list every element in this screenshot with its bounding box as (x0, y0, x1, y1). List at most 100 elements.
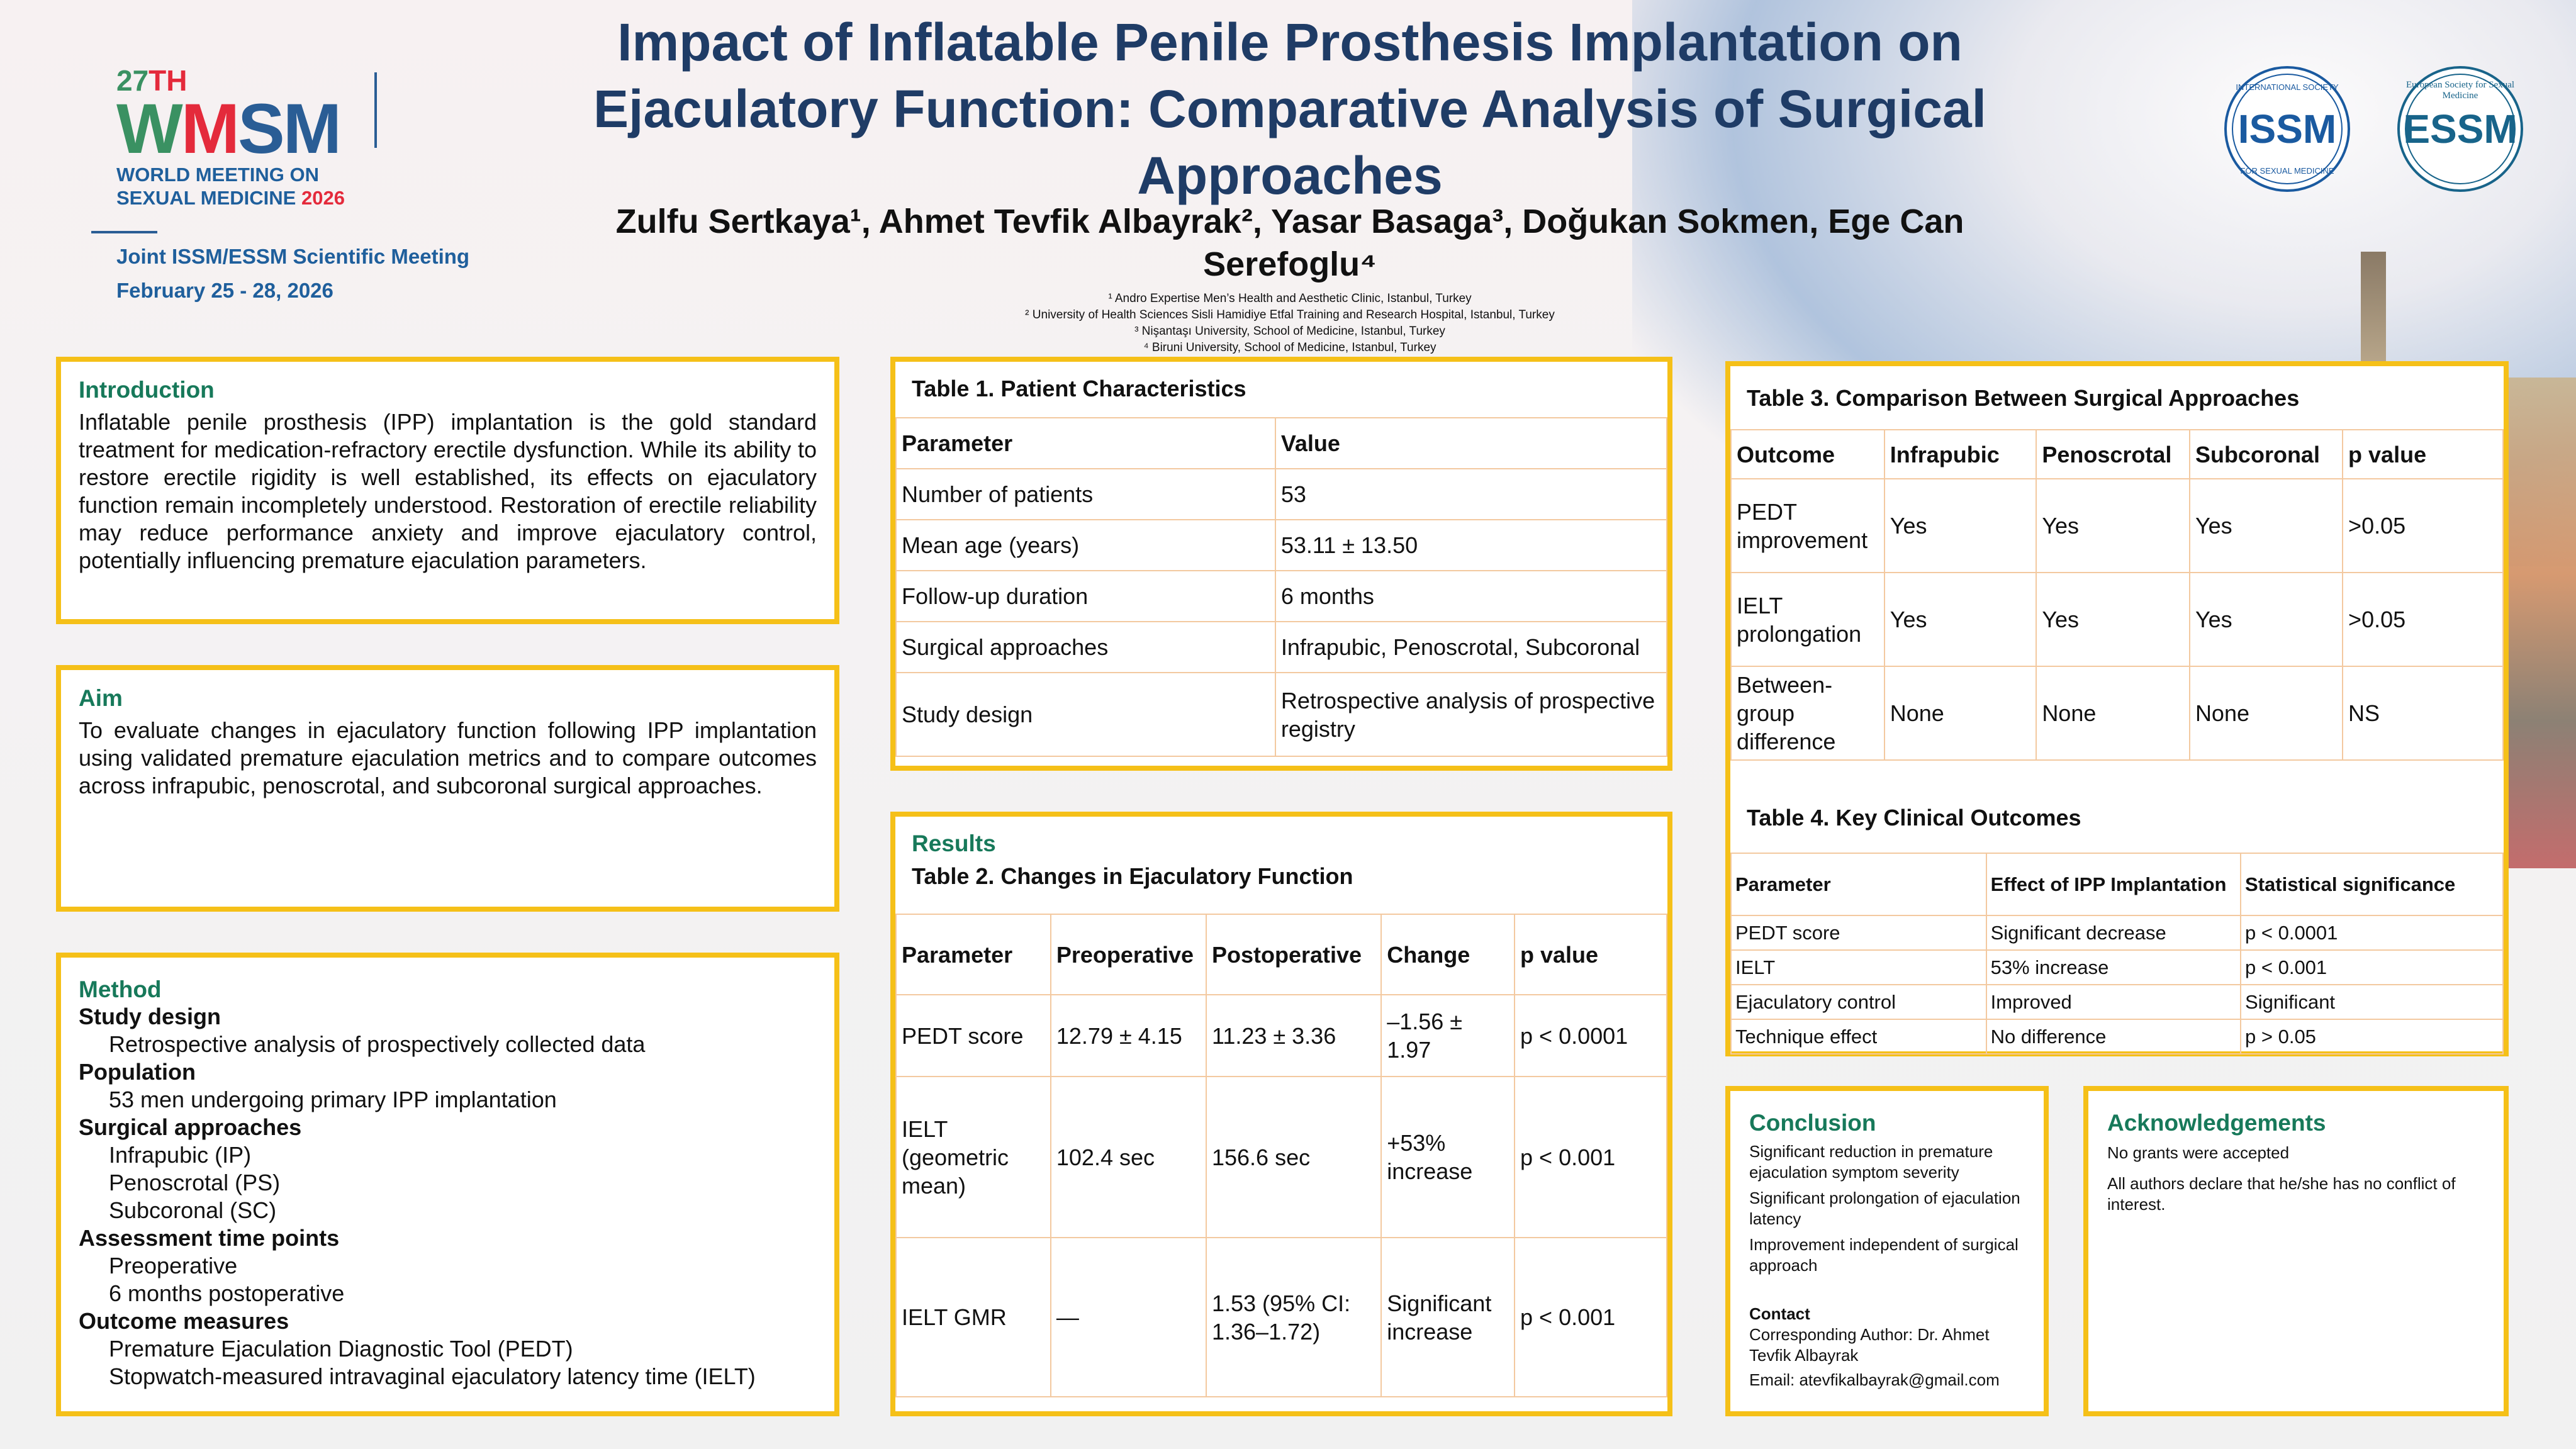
table-header-row: Parameter Preoperative Postoperative Change… (895, 914, 1667, 995)
table-cell: >0.05 (2342, 572, 2504, 667)
contact-heading: Contact (1749, 1304, 1810, 1323)
logo-line2: SEXUAL MEDICINE (116, 187, 296, 209)
poster-title: Impact of Inflatable Penile Prosthesis I… (593, 13, 1987, 205)
column-header: Statistical significance (2240, 853, 2504, 916)
table-cell: p < 0.0001 (2240, 915, 2504, 951)
table-cell: 12.79 ± 4.15 (1050, 994, 1207, 1077)
table-title: Table 4. Key Clinical Outcomes (1747, 805, 2081, 831)
method-subheading: Assessment time points (79, 1225, 340, 1251)
ack-line: All authors declare that he/she has no c… (2107, 1174, 2456, 1214)
column-header: Subcoronal (2188, 429, 2344, 479)
ack-line: No grants were accepted (2107, 1143, 2290, 1162)
column-header: Postoperative (1205, 914, 1382, 995)
table-cell: p < 0.0001 (1514, 994, 1667, 1077)
ejaculatory-function-table: Parameter Preoperative Postoperative Change… (895, 914, 1667, 1397)
table-cell: None (2188, 666, 2344, 761)
table-cell: p > 0.05 (2240, 1019, 2504, 1055)
table-cell: NS (2342, 666, 2504, 761)
authors: Zulfu Sertkaya¹, Ahmet Tevfik Albayrak²,… (615, 203, 1964, 283)
table-cell: Improved (1985, 984, 2242, 1020)
divider (91, 231, 157, 233)
table-cell: IELT (geometric mean) (895, 1076, 1051, 1238)
table-cell: 53.11 ± 13.50 (1274, 519, 1668, 571)
table-cell: +53% increase (1380, 1076, 1516, 1238)
table-cell: Infrapubic, Penoscrotal, Subcoronal (1274, 621, 1668, 673)
table-cell: Ejaculatory control (1730, 984, 1987, 1020)
table-cell: Retrospective analysis of prospective re… (1274, 672, 1668, 757)
table-cell: p < 0.001 (1514, 1237, 1667, 1397)
table-cell: IELT (1730, 949, 1987, 985)
table-cell: Between-group difference (1730, 666, 1885, 761)
conclusion-point: Significant prolongation of ejaculation … (1749, 1189, 2020, 1228)
table-cell: Study design (895, 672, 1276, 757)
logo-sm: SM (238, 89, 342, 168)
table-cell: None (1883, 666, 2037, 761)
table-cell: p < 0.001 (2240, 949, 2504, 985)
table-cell: IELT prolongation (1730, 572, 1885, 667)
section-heading: Conclusion (1749, 1110, 1876, 1136)
column-header: Change (1380, 914, 1516, 995)
table-cell: Significant increase (1380, 1237, 1516, 1397)
column-header: Infrapubic (1883, 429, 2037, 479)
section-heading: Acknowledgements (2107, 1110, 2326, 1136)
table-cell: Significant decrease (1985, 915, 2242, 951)
table-cell: 156.6 sec (1205, 1076, 1382, 1238)
essm-ring-text: European Society for Sexual Medicine (2405, 80, 2515, 101)
table-cell: 11.23 ± 3.36 (1205, 994, 1382, 1077)
introduction-section: Introduction Inflatable penile prosthesi… (56, 357, 839, 624)
table-cell: p < 0.001 (1514, 1076, 1667, 1238)
method-item: 6 months postoperative (109, 1280, 345, 1306)
table-cell: PEDT score (1730, 915, 1987, 951)
method-item: Subcoronal (SC) (109, 1197, 277, 1223)
table-cell: Technique effect (1730, 1019, 1987, 1055)
table-cell: Yes (2036, 478, 2190, 573)
table-header-row: Outcome Infrapubic Penoscrotal Subcoronal p … (1730, 429, 2504, 479)
table-row: PEDT improvement Yes Yes Yes >0.05 (1730, 478, 2504, 573)
logo-edition: 27 (116, 64, 149, 97)
method-subheading: Study design (79, 1004, 221, 1029)
section-heading: Results (912, 831, 996, 856)
table-cell: Yes (2188, 478, 2344, 573)
joint-meeting: Joint ISSM/ESSM Scientific Meeting (116, 245, 470, 268)
table-cell: Yes (1883, 572, 2037, 667)
conclusion-section: Conclusion Significant reduction in prem… (1725, 1086, 2049, 1416)
logo-w: W (116, 89, 183, 168)
table-row: Study design Retrospective analysis of pr… (895, 672, 1668, 757)
section-heading: Aim (79, 685, 123, 711)
method-subheading: Outcome measures (79, 1308, 289, 1334)
affiliation: ³ Nişantaşı University, School of Medici… (1134, 325, 1445, 338)
table-cell: 6 months (1274, 570, 1668, 622)
tower-image (2361, 252, 2386, 365)
table-cell: Significant (2240, 984, 2504, 1020)
table-cell: Yes (2036, 572, 2190, 667)
contact-email[interactable]: Email: atevfikalbayrak@gmail.com (1749, 1370, 2000, 1389)
table-cell: >0.05 (2342, 478, 2504, 573)
logo-edition-suffix: TH (148, 64, 188, 97)
column-header: Value (1274, 417, 1668, 469)
acknowledgements-section: Acknowledgements No grants were accepted… (2083, 1086, 2509, 1416)
column-header: Outcome (1730, 429, 1885, 479)
table-row: Technique effect No difference p > 0.05 (1730, 1019, 2504, 1055)
table-row: PEDT score 12.79 ± 4.15 11.23 ± 3.36 –1.56 … (895, 994, 1667, 1077)
issm-bottom-text: FOR SEXUAL MEDICINE (2240, 166, 2334, 176)
method-subheading: Population (79, 1059, 196, 1085)
city-image (2507, 378, 2576, 868)
table-title: Table 3. Comparison Between Surgical App… (1747, 385, 2300, 411)
logo-year: 2026 (301, 187, 345, 209)
column-header: Preoperative (1050, 914, 1207, 995)
method-item: Premature Ejaculation Diagnostic Tool (P… (109, 1336, 573, 1362)
conclusion-point: Significant reduction in premature ejacu… (1749, 1142, 1993, 1182)
table-row: Follow-up duration 6 months (895, 570, 1668, 622)
method-list: Study design Retrospective analysis of pr… (79, 1003, 817, 1390)
column-header: p value (2342, 429, 2504, 479)
table-header-row: Parameter Value (895, 417, 1668, 469)
surgical-approach-table: Outcome Infrapubic Penoscrotal Subcoronal p … (1730, 429, 2504, 761)
table-row: Mean age (years) 53.11 ± 13.50 (895, 519, 1668, 571)
table-cell: 1.53 (95% CI: 1.36–1.72) (1205, 1237, 1382, 1397)
table-cell: No difference (1985, 1019, 2242, 1055)
conclusion-point: Improvement independent of surgical appr… (1749, 1235, 2019, 1275)
table-row: Surgical approaches Infrapubic, Penoscrot… (895, 621, 1668, 673)
table-cell: Mean age (years) (895, 519, 1276, 571)
table-cell: 53 (1274, 468, 1668, 520)
table-cell: Surgical approaches (895, 621, 1276, 673)
